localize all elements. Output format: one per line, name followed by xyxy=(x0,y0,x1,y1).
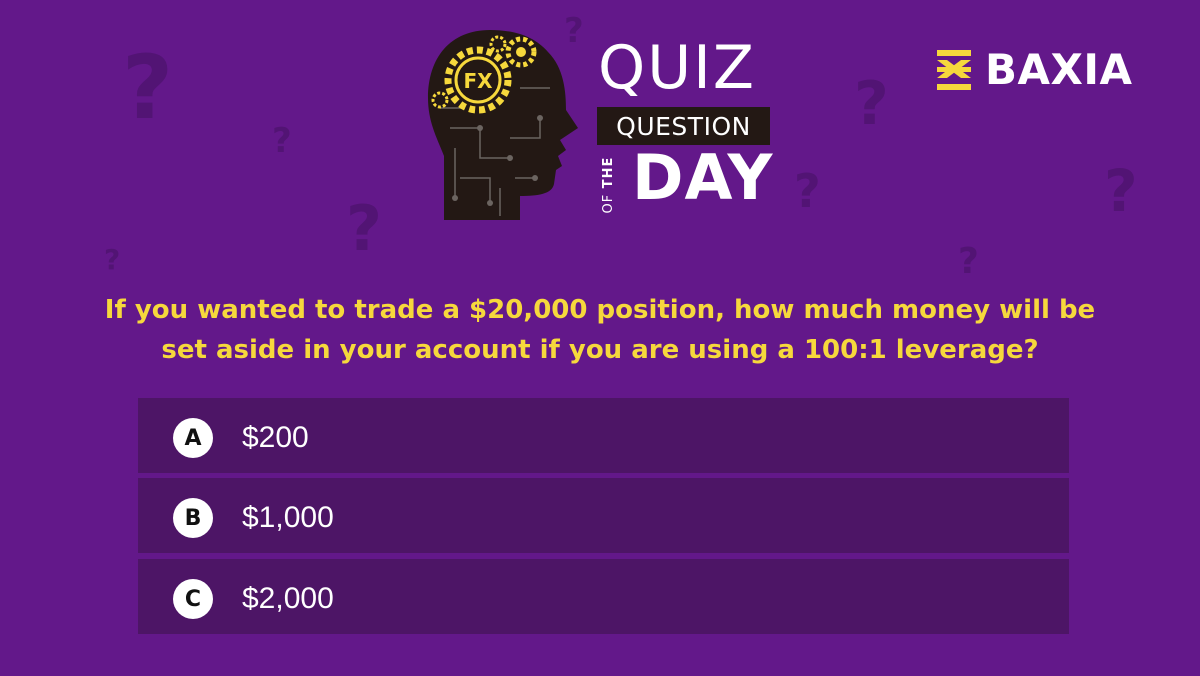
option-letter-badge: C xyxy=(173,579,213,619)
option-text: $2,000 xyxy=(242,582,334,615)
the-label: THE xyxy=(601,156,616,189)
of-the-vertical-label: OF THE xyxy=(601,149,621,221)
brain-gears-head-icon: FX xyxy=(428,30,578,220)
question-mark-decor-icon: ? xyxy=(794,164,821,218)
question-mark-decor-icon: ? xyxy=(346,192,382,265)
question-mark-decor-icon: ? xyxy=(272,121,292,161)
day-title: DAY xyxy=(632,141,774,214)
question-mark-decor-icon: ? xyxy=(1104,157,1138,225)
answer-option-b[interactable]: B $1,000 xyxy=(138,478,1069,553)
baxia-logo: BAXIA xyxy=(935,48,1133,92)
quiz-question: If you wanted to trade a $20,000 positio… xyxy=(104,295,1096,365)
question-mark-decor-icon: ? xyxy=(122,36,174,139)
question-mark-decor-icon: ? xyxy=(104,243,121,276)
option-letter-badge: B xyxy=(173,498,213,538)
option-letter-badge: A xyxy=(173,418,213,458)
of-label: OF xyxy=(601,193,616,214)
baxia-mark-icon xyxy=(937,50,971,90)
question-title-box: QUESTION xyxy=(597,107,770,145)
question-mark-decor-icon: ? xyxy=(564,11,584,51)
question-mark-decor-icon: ? xyxy=(958,241,979,282)
option-text: $200 xyxy=(242,421,309,454)
brand-name: BAXIA xyxy=(985,45,1133,94)
answer-option-a[interactable]: A $200 xyxy=(138,398,1069,473)
question-mark-decor-icon: ? xyxy=(854,69,889,139)
fx-badge-text: FX xyxy=(463,69,493,93)
answer-option-c[interactable]: C $2,000 xyxy=(138,559,1069,634)
quiz-title: QUIZ xyxy=(598,33,756,103)
option-text: $1,000 xyxy=(242,501,334,534)
